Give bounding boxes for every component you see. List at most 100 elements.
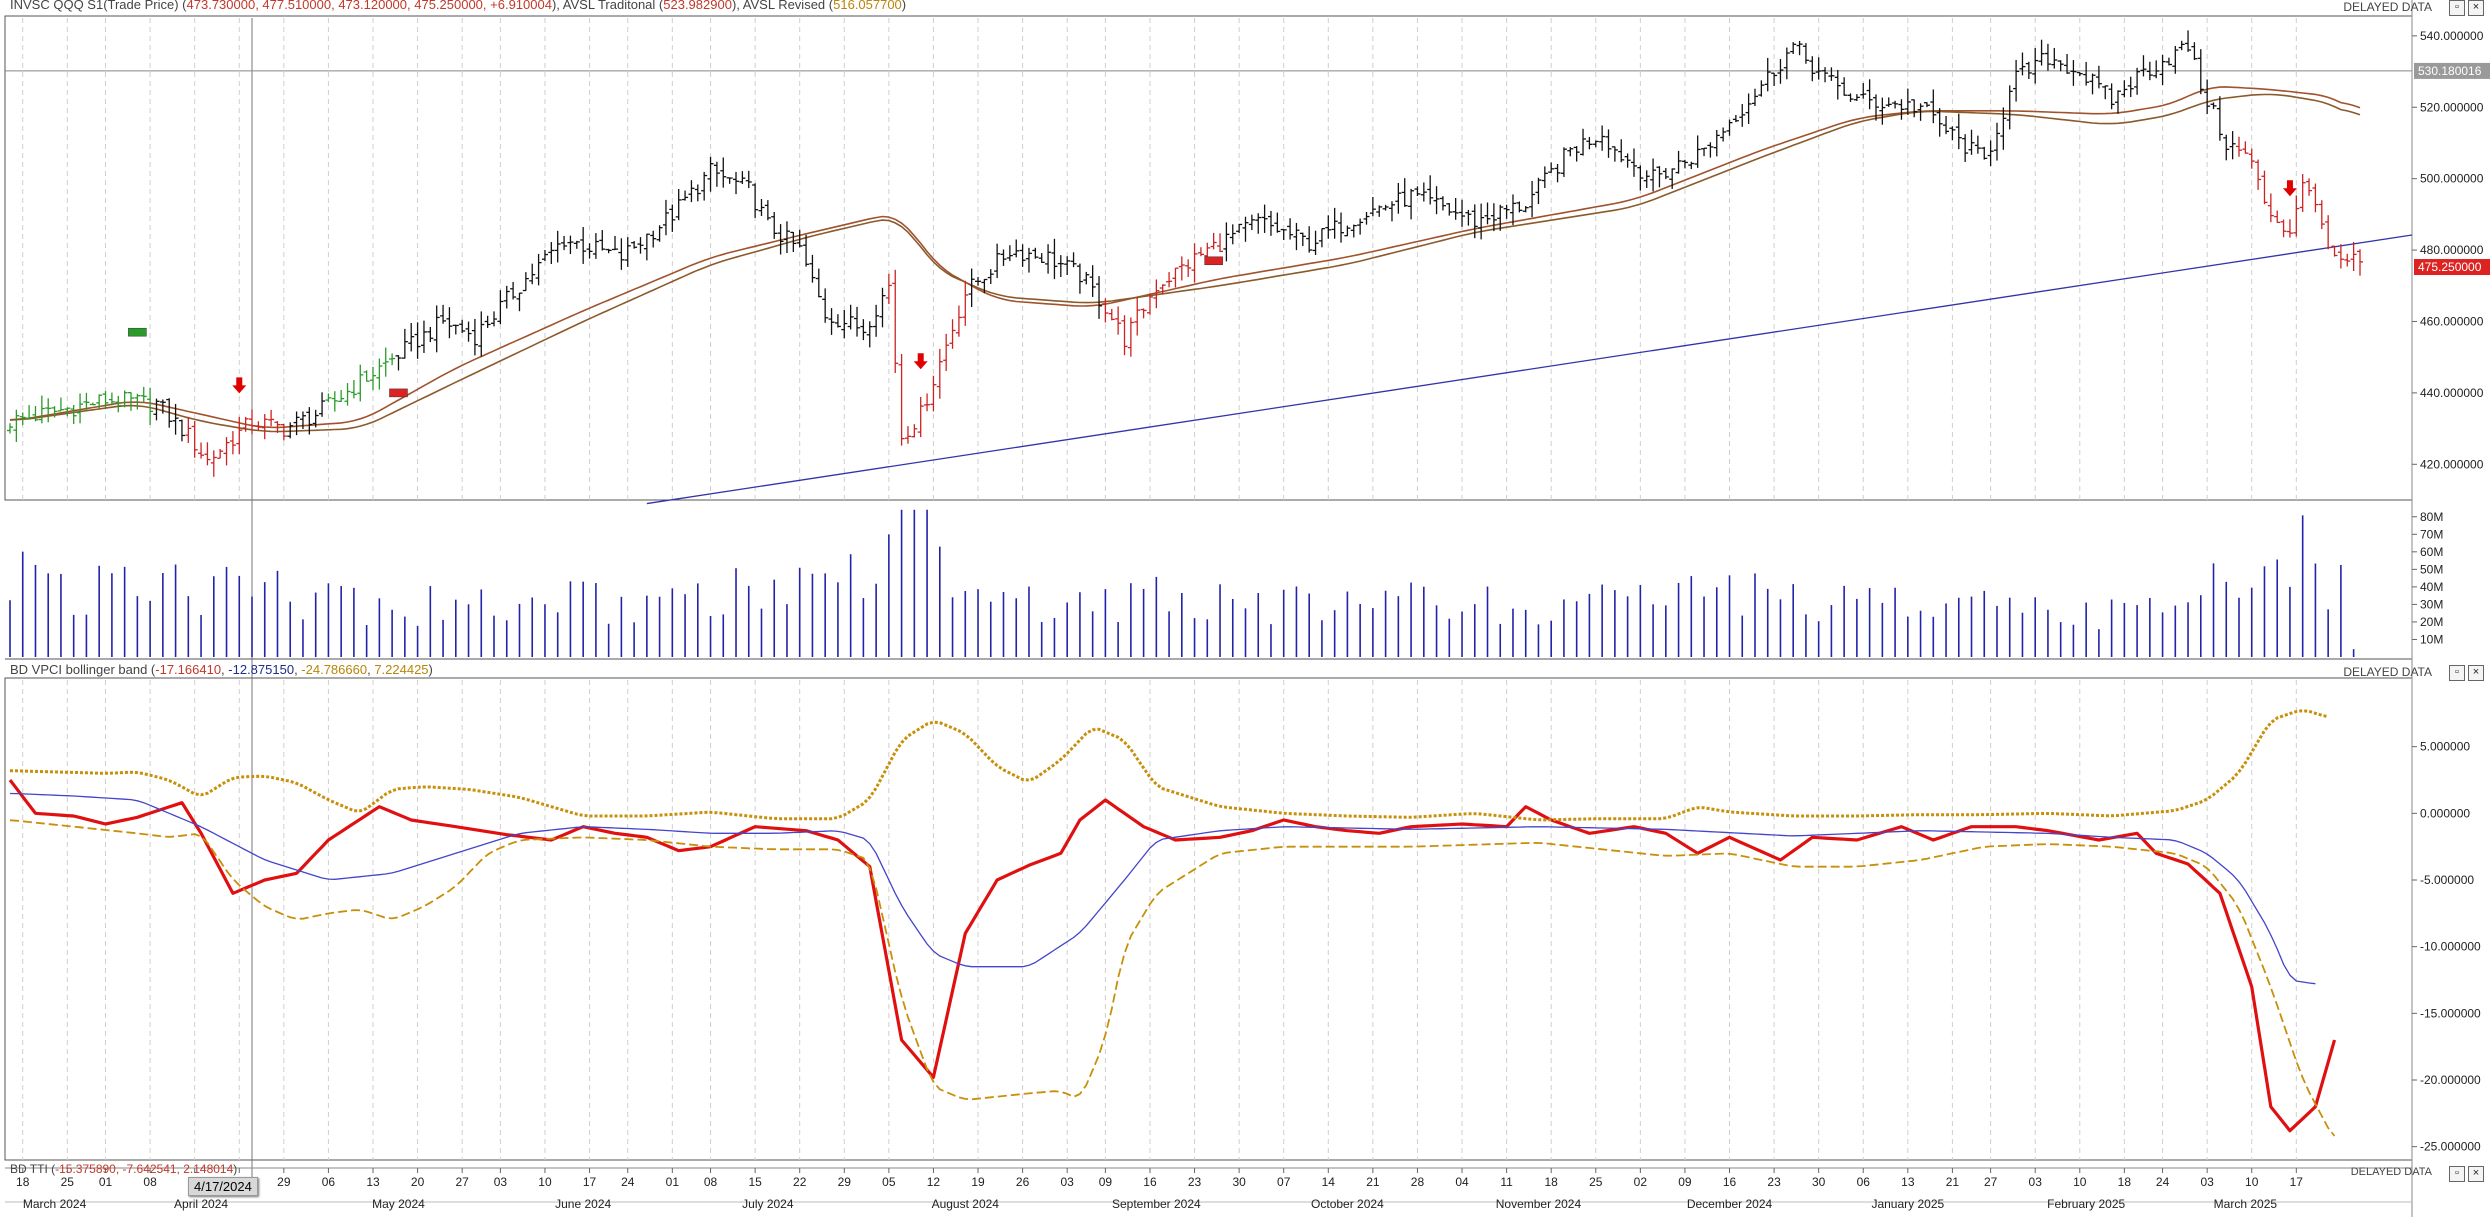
- indicator-v3: -24.786660: [301, 662, 368, 677]
- x-tick-label: 16: [1143, 1175, 1157, 1189]
- indicator-v1: -17.166410: [155, 662, 222, 677]
- x-month-label: March 2025: [2214, 1197, 2278, 1211]
- x-tick-label: 25: [1589, 1175, 1603, 1189]
- x-month-label: July 2024: [742, 1197, 794, 1211]
- x-tick-label: 05: [882, 1175, 896, 1189]
- x-tick-label: 14: [1322, 1175, 1336, 1189]
- indicator-name: BD VPCI bollinger band: [10, 662, 148, 677]
- avsl-revised-line: [9, 93, 2361, 433]
- indicator-tick-label: -15.000000: [2420, 1006, 2481, 1020]
- x-tick-label: 27: [455, 1175, 469, 1189]
- x-tick-label: 25: [61, 1175, 75, 1189]
- x-tick-label: 18: [1545, 1175, 1559, 1189]
- price-tick-label: 440.000000: [2420, 386, 2484, 400]
- maximize-icon[interactable]: ▫: [2449, 1166, 2465, 1182]
- x-tick-label: 23: [1767, 1175, 1781, 1189]
- maximize-icon[interactable]: ▫: [2449, 0, 2465, 16]
- symbol-label: INVSC QQQ S1(Trade Price): [10, 0, 179, 12]
- x-tick-label: 16: [1723, 1175, 1737, 1189]
- indicator-series-lower: [9, 819, 2336, 1137]
- signal-box: [128, 327, 147, 337]
- volume-tick-label: 40M: [2420, 580, 2443, 594]
- x-tick-label: 24: [621, 1175, 635, 1189]
- ttl-window-controls: ▫ ×: [2449, 1166, 2484, 1182]
- x-tick-label: 30: [1812, 1175, 1826, 1189]
- x-tick-label: 09: [1099, 1175, 1113, 1189]
- down-arrow-signal: [913, 353, 928, 370]
- x-tick-label: 24: [2156, 1175, 2170, 1189]
- x-tick-label: 29: [838, 1175, 852, 1189]
- x-month-label: September 2024: [1112, 1197, 1201, 1211]
- avsl-revised-value: 516.057700: [833, 0, 902, 12]
- volume-tick-label: 30M: [2420, 597, 2443, 611]
- volume-tick-label: 10M: [2420, 632, 2443, 646]
- avsl-traditional-line: [9, 86, 2361, 429]
- x-tick-label: 10: [2073, 1175, 2087, 1189]
- x-tick-label: 30: [1232, 1175, 1246, 1189]
- x-month-label: June 2024: [555, 1197, 611, 1211]
- price-legend: INVSC QQQ S1(Trade Price) (473.730000, 4…: [10, 0, 906, 12]
- indicator-panel-frame: [4, 677, 2413, 1161]
- x-month-label: April 2024: [174, 1197, 228, 1211]
- x-tick-label: 06: [322, 1175, 336, 1189]
- x-month-label: August 2024: [932, 1197, 1000, 1211]
- x-tick-label: 11: [1500, 1175, 1513, 1189]
- ttl-legend: BD TTI (-15.375890, -7.642541, 2.148014): [10, 1162, 238, 1176]
- down-arrow-signal: [2282, 180, 2297, 197]
- x-tick-label: 04: [1455, 1175, 1469, 1189]
- signal-box: [389, 388, 408, 398]
- x-tick-label: 29: [277, 1175, 291, 1189]
- delayed-data-ttl: DELAYED DATA: [2350, 1166, 2432, 1178]
- indicator-tick-label: -25.000000: [2420, 1140, 2481, 1154]
- x-tick-label: 19: [971, 1175, 985, 1189]
- volume-tick-label: 60M: [2420, 545, 2443, 559]
- volume-tick-label: 20M: [2420, 615, 2443, 629]
- signal-box: [1204, 256, 1223, 266]
- indicator-tick-label: -10.000000: [2420, 940, 2481, 954]
- indicator-window-controls: ▫ ×: [2449, 665, 2484, 681]
- x-tick-label: 27: [1984, 1175, 1998, 1189]
- avsl-revised-label: AVSL Revised: [742, 0, 826, 12]
- last-price-label: 475.250000: [2418, 260, 2482, 274]
- x-month-label: January 2025: [1871, 1197, 1944, 1211]
- x-tick-label: 09: [1678, 1175, 1692, 1189]
- close-icon[interactable]: ×: [2468, 665, 2484, 681]
- down-arrow-signal: [232, 377, 247, 394]
- x-tick-label: 03: [2029, 1175, 2043, 1189]
- delayed-data-top: DELAYED DATA: [2343, 0, 2432, 14]
- maximize-icon[interactable]: ▫: [2449, 665, 2465, 681]
- cursor-date-label: 4/17/2024: [188, 1177, 258, 1196]
- x-tick-label: 26: [1016, 1175, 1030, 1189]
- x-tick-label: 06: [1857, 1175, 1871, 1189]
- x-tick-label: 23: [1188, 1175, 1202, 1189]
- x-tick-label: 03: [2200, 1175, 2214, 1189]
- x-tick-label: 18: [16, 1175, 30, 1189]
- x-tick-label: 20: [411, 1175, 425, 1189]
- volume-tick-label: 80M: [2420, 510, 2443, 524]
- indicator-v4: 7.224425: [374, 662, 429, 677]
- x-tick-label: 03: [1061, 1175, 1075, 1189]
- price-tick-label: 420.000000: [2420, 457, 2484, 471]
- close-icon[interactable]: ×: [2468, 1166, 2484, 1182]
- x-tick-label: 08: [143, 1175, 157, 1189]
- x-tick-label: 12: [927, 1175, 941, 1189]
- x-tick-label: 08: [704, 1175, 718, 1189]
- trend-line: [646, 234, 2413, 505]
- price-tick-label: 520.000000: [2420, 100, 2484, 114]
- volume-tick-label: 50M: [2420, 562, 2443, 576]
- x-tick-label: 21: [1946, 1175, 1960, 1189]
- indicator-series-vpci: [8, 779, 2337, 1133]
- indicator-tick-label: 0.000000: [2420, 806, 2470, 820]
- x-tick-label: 10: [2245, 1175, 2259, 1189]
- x-tick-label: 18: [2118, 1175, 2132, 1189]
- x-month-label: May 2024: [372, 1197, 425, 1211]
- x-month-label: December 2024: [1687, 1197, 1773, 1211]
- x-month-label: February 2025: [2047, 1197, 2125, 1211]
- close-icon[interactable]: ×: [2468, 0, 2484, 16]
- price-tick-label: 480.000000: [2420, 243, 2484, 257]
- avsl-traditional-value: 523.982900: [663, 0, 732, 12]
- x-tick-label: 01: [99, 1175, 113, 1189]
- x-tick-label: 02: [1634, 1175, 1648, 1189]
- ohlc-values: 473.730000, 477.510000, 473.120000, 475.…: [186, 0, 552, 12]
